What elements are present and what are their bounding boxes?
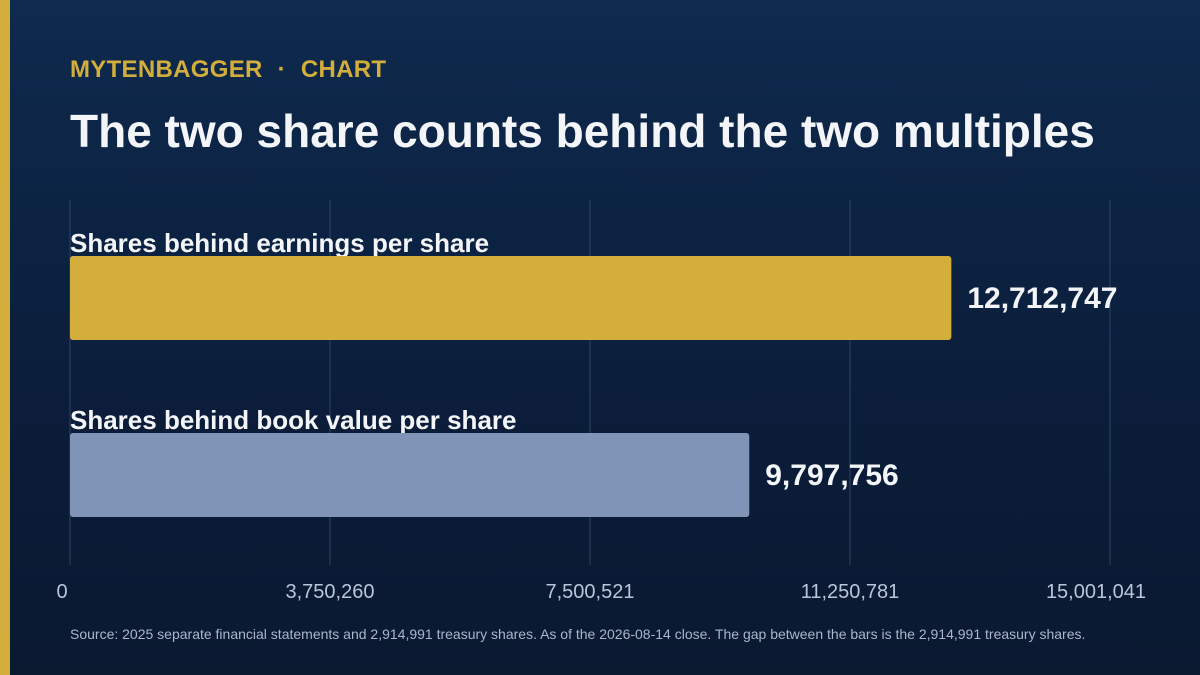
kicker: MYTENBAGGER · CHART: [70, 56, 386, 84]
chart-title: The two share counts behind the two mult…: [70, 105, 1095, 157]
accent-stripe: [0, 0, 10, 675]
brand-label: MYTENBAGGER: [70, 56, 263, 83]
bar-value-label: 12,712,747: [967, 282, 1117, 315]
section-label: CHART: [300, 56, 387, 83]
bar-category-label: Shares behind book value per share: [70, 405, 516, 435]
x-tick-label: 0: [56, 581, 67, 603]
x-tick-label: 3,750,260: [286, 581, 375, 603]
x-tick-label: 15,001,041: [1046, 581, 1146, 603]
x-tick-label: 11,250,781: [801, 581, 900, 603]
source-note: Source: 2025 separate financial statemen…: [70, 626, 1086, 642]
bar-value-label: 9,797,756: [765, 459, 898, 492]
bar: [70, 256, 952, 340]
bar-category-label: Shares behind earnings per share: [70, 228, 489, 258]
x-tick-label: 7,500,521: [546, 581, 635, 603]
kicker-separator: ·: [277, 56, 286, 83]
bar: [70, 433, 750, 517]
